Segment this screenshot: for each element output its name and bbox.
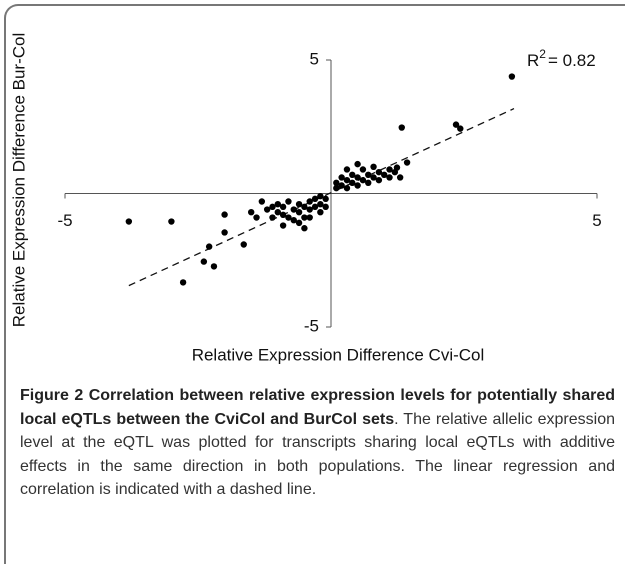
chart: Relative Expression Difference Cvi-Col R…	[9, 33, 601, 365]
x-tick-label: 5	[592, 211, 601, 230]
x-tick-label: -5	[57, 211, 72, 230]
point	[370, 163, 377, 170]
point	[279, 211, 287, 219]
caption: Figure 2 Correlation between relative ex…	[20, 384, 615, 502]
point	[274, 200, 281, 208]
point	[365, 179, 372, 187]
point	[179, 279, 187, 286]
point	[365, 171, 372, 179]
annotation-superscript: 2	[539, 47, 546, 61]
point	[221, 211, 228, 218]
annotation: R2 = 0.82	[527, 47, 596, 70]
point	[240, 241, 247, 248]
trendline	[128, 108, 515, 287]
point	[248, 208, 255, 216]
point	[398, 124, 405, 131]
point	[333, 184, 340, 192]
point	[285, 214, 292, 221]
caption-label: Figure 2	[20, 387, 84, 404]
point	[285, 198, 292, 205]
y-tick-label: 5	[310, 49, 319, 68]
point	[370, 174, 377, 181]
point	[269, 214, 276, 221]
point	[508, 73, 516, 80]
point	[311, 203, 319, 211]
point	[301, 225, 308, 232]
point	[258, 198, 266, 205]
point	[168, 218, 175, 225]
point	[301, 203, 308, 211]
point	[317, 208, 324, 216]
point	[200, 258, 208, 265]
point	[205, 243, 213, 250]
point	[295, 219, 303, 227]
point	[306, 214, 313, 221]
point	[375, 168, 383, 176]
point	[290, 206, 297, 213]
annotation-text: R	[527, 51, 539, 70]
point	[322, 203, 329, 211]
point	[253, 214, 260, 221]
point	[295, 208, 303, 216]
point	[338, 182, 345, 189]
point	[306, 198, 313, 205]
point	[125, 218, 133, 225]
point	[269, 203, 276, 211]
point	[295, 200, 303, 208]
point	[354, 182, 361, 189]
point	[375, 176, 383, 184]
y-axis-label: Relative Expression Difference Bur-Col	[9, 33, 28, 327]
point	[386, 166, 393, 173]
annotation-text: = 0.82	[548, 51, 596, 70]
y-tick-label: -5	[304, 316, 319, 335]
point	[338, 174, 345, 181]
point	[354, 174, 361, 181]
point	[263, 206, 271, 213]
point	[349, 171, 356, 179]
point	[343, 176, 351, 184]
point	[311, 195, 319, 203]
point	[279, 222, 287, 229]
point	[274, 208, 281, 216]
point	[457, 125, 464, 132]
point	[306, 206, 313, 213]
point	[221, 229, 228, 236]
point	[354, 160, 361, 168]
point	[301, 214, 308, 221]
point	[210, 263, 218, 270]
point	[359, 176, 367, 184]
caption-text: . The relative allelic expression level …	[20, 410, 615, 499]
point	[386, 174, 393, 181]
point	[391, 168, 399, 176]
point	[396, 174, 404, 181]
point	[333, 179, 340, 187]
frame	[4, 4, 625, 564]
point	[452, 121, 460, 128]
point	[403, 159, 411, 166]
point	[349, 179, 356, 187]
point	[381, 171, 388, 179]
caption-title: Correlation between relative expression …	[20, 387, 616, 428]
point	[317, 192, 324, 200]
point	[290, 217, 297, 224]
point	[322, 195, 329, 203]
x-axis-label: Relative Expression Difference Cvi-Col	[192, 345, 485, 364]
point	[279, 203, 287, 211]
point	[343, 184, 351, 192]
point	[359, 166, 367, 173]
point	[317, 200, 324, 208]
point	[343, 166, 351, 173]
